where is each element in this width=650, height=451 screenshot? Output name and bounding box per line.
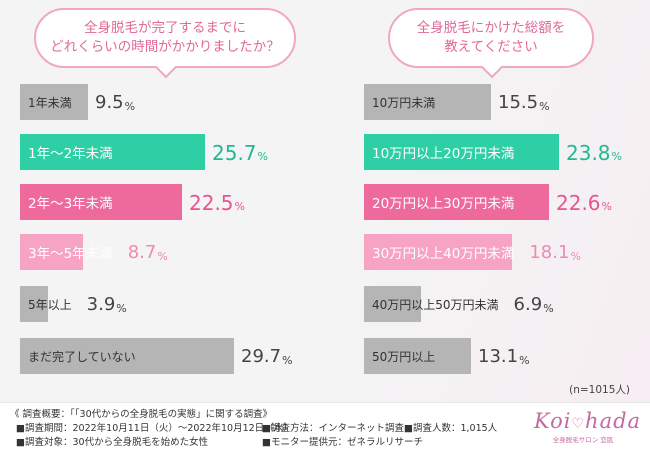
cost-bar-value-5: 6.9%: [513, 294, 554, 315]
question-right-line1: 全身脱毛にかけた総額を: [416, 20, 566, 36]
time-bar-label-2: 1年〜2年未満: [28, 146, 113, 162]
time-bar-value-5: 3.9%: [86, 294, 127, 315]
cost-bar-value-4: 18.1%: [529, 242, 581, 263]
survey-footer: 《 調査概要：「「30代からの全身脱毛の実態」に関する調査》 ■調査期間：202…: [0, 402, 650, 451]
question-left-line2: どれくらいの時間がかかりましたか？: [50, 39, 280, 55]
time-bar-1: 1年未満: [20, 84, 88, 120]
survey-title: 《 調査概要：「「30代からの全身脱毛の実態」に関する調査》: [10, 409, 273, 420]
question-bubble-left: 全身脱毛が完了するまでに どれくらいの時間がかかりましたか？: [34, 8, 296, 79]
time-bar-label-5: 5年以上: [28, 297, 72, 312]
cost-bar-label-6: 50万円以上: [372, 349, 436, 364]
time-bar-label-1: 1年未満: [28, 95, 72, 110]
heart-icon: ♡: [571, 416, 586, 432]
bar-charts: 1年未満 9.5% 1年〜2年未満 25.7% 2年〜3年未満 22.5% 3年〜5年未満 8…: [20, 84, 622, 374]
cost-bar-label-2: 10万円以上20万円未満: [372, 146, 515, 162]
survey-provider: ■モニター提供元：ゼネラルリサーチ: [262, 437, 423, 448]
cost-bar-value-2: 23.8%: [566, 141, 622, 165]
question-bubble-right: 全身脱毛にかけた総額を 教えてください: [388, 8, 594, 79]
cost-bar-label-3: 20万円以上30万円未満: [372, 196, 515, 212]
time-bar-label-3: 2年〜3年未満: [28, 196, 113, 212]
koihada-logo: Koi♡hada 全身脱毛サロン 恋肌: [534, 409, 640, 447]
time-bar-5: 5年以上: [20, 286, 72, 322]
logo-text-right: hada: [585, 409, 642, 433]
time-bar-3: 2年〜3年未満: [20, 184, 182, 220]
time-bar-label-4: 3年〜5年未満: [28, 246, 113, 262]
logo-subtitle: 全身脱毛サロン 恋肌: [552, 436, 614, 444]
cost-bar-label-5: 40万円以上50万円未満: [372, 297, 499, 312]
cost-bar-value-3: 22.6%: [556, 191, 612, 215]
time-bar-6: まだ完了していない: [20, 338, 234, 374]
time-bar-value-3: 22.5%: [189, 191, 245, 215]
time-bar-value-6: 29.7%: [241, 346, 293, 367]
question-right-line2: 教えてください: [444, 39, 538, 55]
cost-bar-value-6: 13.1%: [478, 346, 530, 367]
survey-period: ■調査期間：2022年10月11日（火）〜2022年10月12日（水）: [16, 423, 293, 434]
time-bar-2: 1年〜2年未満: [20, 134, 205, 170]
cost-bar-3: 20万円以上30万円未満: [364, 184, 549, 220]
cost-bar-2: 10万円以上20万円未満: [364, 134, 559, 170]
survey-target: ■調査対象：30代から全身脱毛を始めた女性: [16, 437, 209, 448]
time-bar-4: 3年〜5年未満: [20, 234, 113, 270]
cost-bar-value-1: 15.5%: [498, 92, 550, 113]
time-bar-value-1: 9.5%: [95, 92, 136, 113]
cost-bar-label-1: 10万円未満: [372, 95, 436, 110]
survey-count: ■調査人数：1,015人: [404, 423, 498, 434]
cost-bar-5: 40万円以上50万円未満: [364, 286, 499, 322]
time-bar-value-4: 8.7%: [127, 242, 168, 263]
time-bar-label-6: まだ完了していない: [28, 349, 136, 364]
logo-text-left: Koi: [534, 409, 572, 433]
cost-bar-6: 50万円以上: [364, 338, 471, 374]
time-bar-value-2: 25.7%: [212, 141, 268, 165]
question-left-line1: 全身脱毛が完了するまでに: [84, 20, 246, 36]
cost-bar-label-4: 30万円以上40万円未満: [372, 246, 515, 262]
sample-size-note: (n=1015人): [569, 384, 630, 396]
cost-bar-1: 10万円未満: [364, 84, 491, 120]
cost-bar-4: 30万円以上40万円未満: [364, 234, 515, 270]
survey-method: ■調査方法：インターネット調査: [262, 423, 404, 434]
